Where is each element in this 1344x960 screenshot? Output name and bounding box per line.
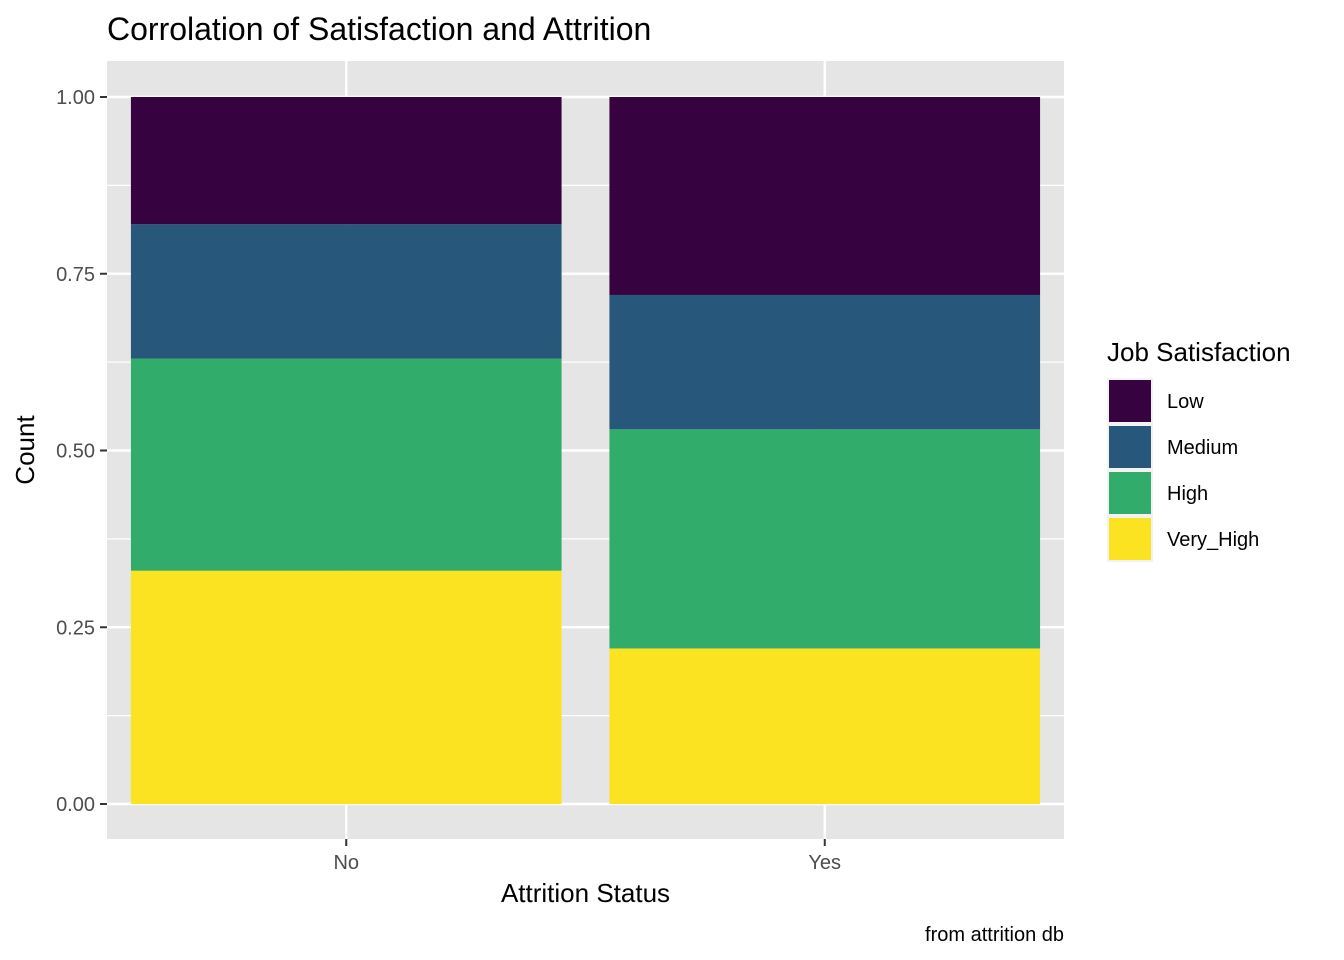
y-tick-label: 0.00 xyxy=(56,794,95,816)
y-axis: 0.00 0.25 0.50 0.75 1.00 xyxy=(56,87,107,816)
bar-segment-no-very-high xyxy=(130,570,562,804)
bar-segment-yes-very-high xyxy=(609,648,1041,804)
bar-segment-yes-low xyxy=(609,97,1041,295)
legend-label: Medium xyxy=(1167,437,1238,459)
legend: Low Medium High Very_High xyxy=(1107,378,1259,562)
legend-key-high xyxy=(1109,472,1151,514)
bar-segment-no-high xyxy=(130,358,562,571)
legend-label: Low xyxy=(1167,391,1204,413)
legend-key-very-high xyxy=(1109,518,1151,560)
x-axis-title: Attrition Status xyxy=(501,878,670,908)
x-axis: No Yes xyxy=(333,839,841,874)
bar-segment-no-medium xyxy=(130,224,562,359)
legend-label: Very_High xyxy=(1167,529,1259,551)
caption: from attrition db xyxy=(925,924,1064,946)
y-tick-label: 0.25 xyxy=(56,617,95,639)
legend-label: High xyxy=(1167,483,1208,505)
bars xyxy=(130,97,1041,804)
y-tick-label: 0.75 xyxy=(56,264,95,286)
bar-segment-yes-medium xyxy=(609,294,1041,430)
chart-title: Corrolation of Satisfaction and Attritio… xyxy=(107,11,651,47)
legend-title: Job Satisfaction xyxy=(1107,337,1291,367)
legend-key-medium xyxy=(1109,426,1151,468)
bar-segment-yes-high xyxy=(609,429,1041,649)
bar-segment-no-low xyxy=(130,97,562,225)
x-tick-label: No xyxy=(333,852,359,874)
y-axis-title: Count xyxy=(10,415,40,485)
y-tick-label: 0.50 xyxy=(56,441,95,463)
legend-key-low xyxy=(1109,380,1151,422)
x-tick-label: Yes xyxy=(808,852,841,874)
y-tick-label: 1.00 xyxy=(56,87,95,109)
